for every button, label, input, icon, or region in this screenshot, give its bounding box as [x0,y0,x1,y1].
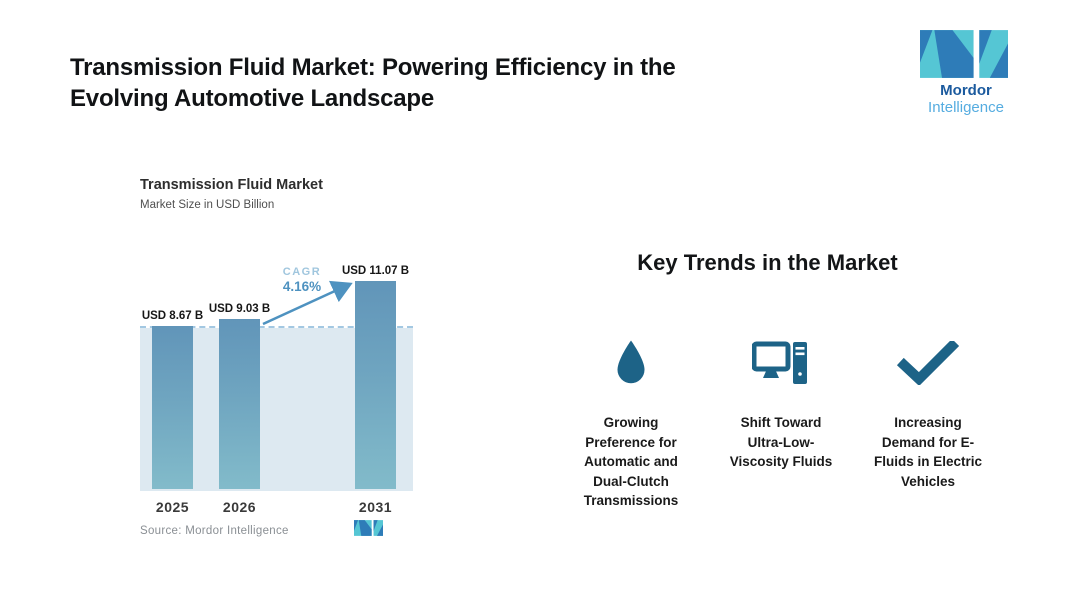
water-drop-icon [617,340,645,383]
mordor-logo-mini-icon [354,520,383,536]
cagr-label: CAGR [282,266,322,278]
bar-2026 [219,319,260,489]
chart-plot: CAGR 4.16% USD 8.67 B 2025 USD 9.03 B 2026 U… [140,260,413,515]
mordor-intelligence-wordmark: Mordor Intelligence [906,82,1026,116]
axis-label-2031: 2031 [358,499,393,515]
value-label-2026: USD 9.03 B [208,303,271,315]
trend-item-low-viscosity-fluids: Shift Toward Ultra-Low- Viscosity Fluids [715,336,847,472]
trend-label: Increasing Demand for E- Fluids in Elect… [873,415,983,489]
computer-icon [752,341,807,384]
axis-label-2025: 2025 [155,499,190,515]
bar-2025 [152,326,193,489]
dashed-baseline [140,326,413,328]
cagr-growth-arrow-icon [262,280,353,326]
value-label-2031: USD 11.07 B [341,265,410,277]
brand-name-bold: Mordor [940,82,992,99]
checkmark-icon [897,340,959,385]
cagr-annotation: CAGR 4.16% [270,266,334,294]
chart-title: Transmission Fluid Market [140,177,323,193]
trend-label: Shift Toward Ultra-Low- Viscosity Fluids [729,415,833,469]
source-note: Source: Mordor Intelligence [140,525,289,537]
page-title: Transmission Fluid Market: Powering Effi… [70,54,676,112]
trends-heading: Key Trends in the Market [637,250,898,275]
bar-2031 [355,281,396,489]
chart-subtitle: Market Size in USD Billion [140,199,275,211]
trend-item-automatic-transmissions: Growing Preference for Automatic and Dua… [565,336,697,511]
trend-item-e-fluids: Increasing Demand for E- Fluids in Elect… [862,336,994,491]
mordor-intelligence-logo-icon [920,30,1008,78]
cagr-value: 4.16% [282,279,322,294]
value-label-2025: USD 8.67 B [141,310,204,322]
trend-label: Growing Preference for Automatic and Dua… [583,415,679,508]
brand-name-light: Intelligence [928,99,1004,116]
axis-label-2026: 2026 [222,499,257,515]
